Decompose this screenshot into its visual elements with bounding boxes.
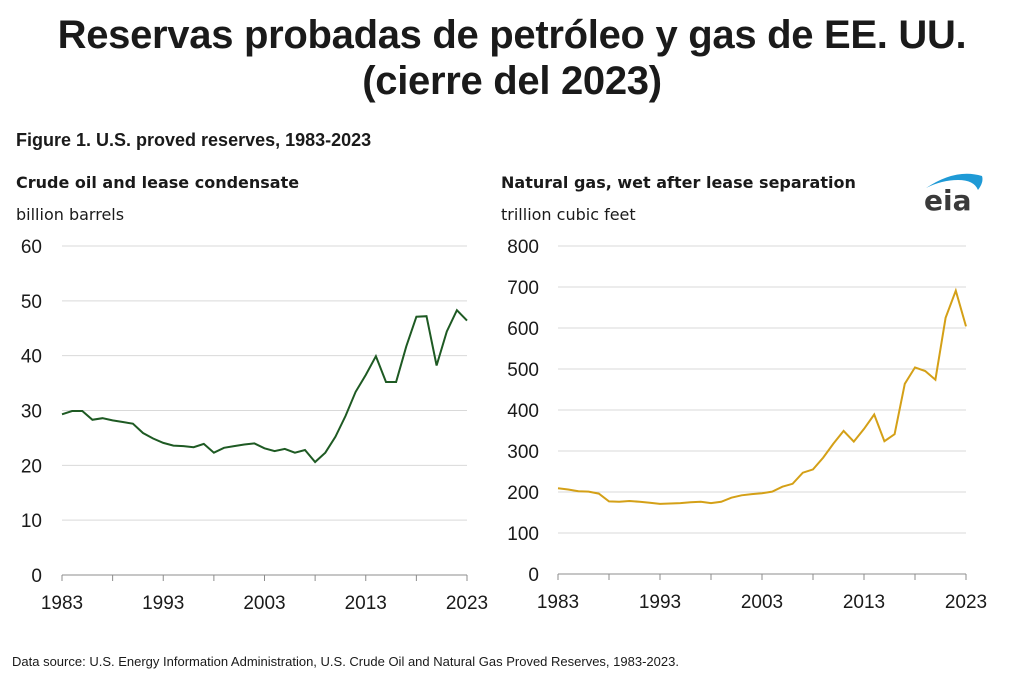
main-title: Reservas probadas de petróleo y gas de E… [0,12,1024,104]
oil-x-tick-label: 1983 [41,593,83,614]
oil-x-tick-label: 2003 [243,593,285,614]
oil-series-line [61,308,468,464]
gas-y-tick-label: 800 [507,237,539,258]
figure-title: Figure 1. U.S. proved reserves, 1983-202… [16,130,372,150]
oil-chart: 0 10 20 30 40 50 60 1983 1993 2003 2013 2023 [21,237,488,614]
eia-logo-text: eia [924,184,971,216]
gas-x-tick-label: 2003 [741,592,783,613]
gas-y-tick-label: 700 [507,278,539,299]
gas-panel-unit: trillion cubic feet [501,205,636,224]
gas-chart: 0 100 200 300 400 500 600 700 800 1983 1993 2003 201… [507,237,987,613]
oil-panel-title: Crude oil and lease condensate [16,173,300,192]
oil-x-tick-label: 1993 [142,593,184,614]
oil-panel-unit: billion barrels [16,205,125,224]
gas-y-tick-label: 400 [507,401,539,422]
oil-y-tick-label: 20 [21,456,42,477]
gas-series-line [557,287,967,505]
oil-y-tick-label: 40 [21,347,42,368]
gas-y-tick-label: 500 [507,360,539,381]
oil-y-tick-label: 10 [21,511,42,532]
gas-y-tick-label: 600 [507,319,539,340]
main-title-line2: (cierre del 2023) [362,59,662,103]
oil-y-tick-label: 30 [21,402,42,423]
gas-y-tick-label: 200 [507,483,539,504]
main-title-line1: Reservas probadas de petróleo y gas de E… [57,13,967,57]
gas-x-tick-label: 2013 [843,592,885,613]
gas-x-tick-label: 1993 [639,592,681,613]
data-source-note: Data source: U.S. Energy Information Adm… [12,654,679,669]
gas-x-tick-label: 1983 [537,592,579,613]
oil-x-tick-label: 2013 [345,593,387,614]
eia-logo-arc [926,173,983,190]
oil-y-tick-label: 0 [31,566,42,587]
gas-x-tick-label: 2023 [945,592,987,613]
gas-y-tick-label: 0 [528,565,539,586]
gas-y-tick-label: 300 [507,442,539,463]
oil-y-tick-label: 60 [21,237,42,258]
eia-logo: eia [924,173,983,216]
oil-y-tick-label: 50 [21,292,42,313]
gas-y-tick-label: 100 [507,524,539,545]
oil-x-tick-label: 2023 [446,593,488,614]
gas-panel-title: Natural gas, wet after lease separation [501,173,856,192]
